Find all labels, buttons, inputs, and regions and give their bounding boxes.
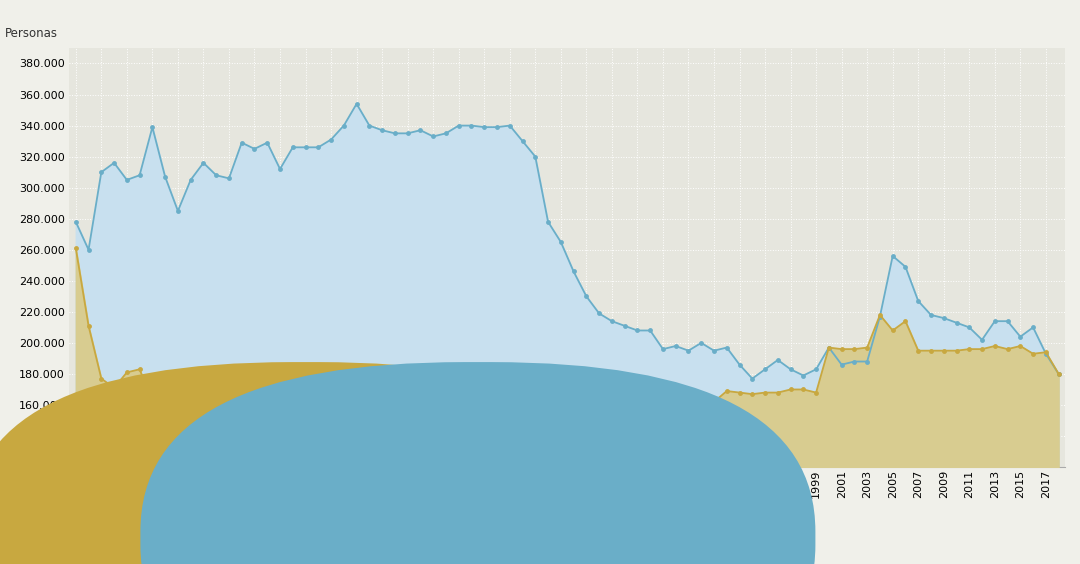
Text: Fuente: INE, www.epdata.es: Fuente: INE, www.epdata.es [605, 530, 781, 544]
Text: Nacimientos: Nacimientos [499, 530, 577, 544]
Text: Personas: Personas [4, 27, 57, 39]
Text: Defunciones: Defunciones [326, 530, 404, 544]
